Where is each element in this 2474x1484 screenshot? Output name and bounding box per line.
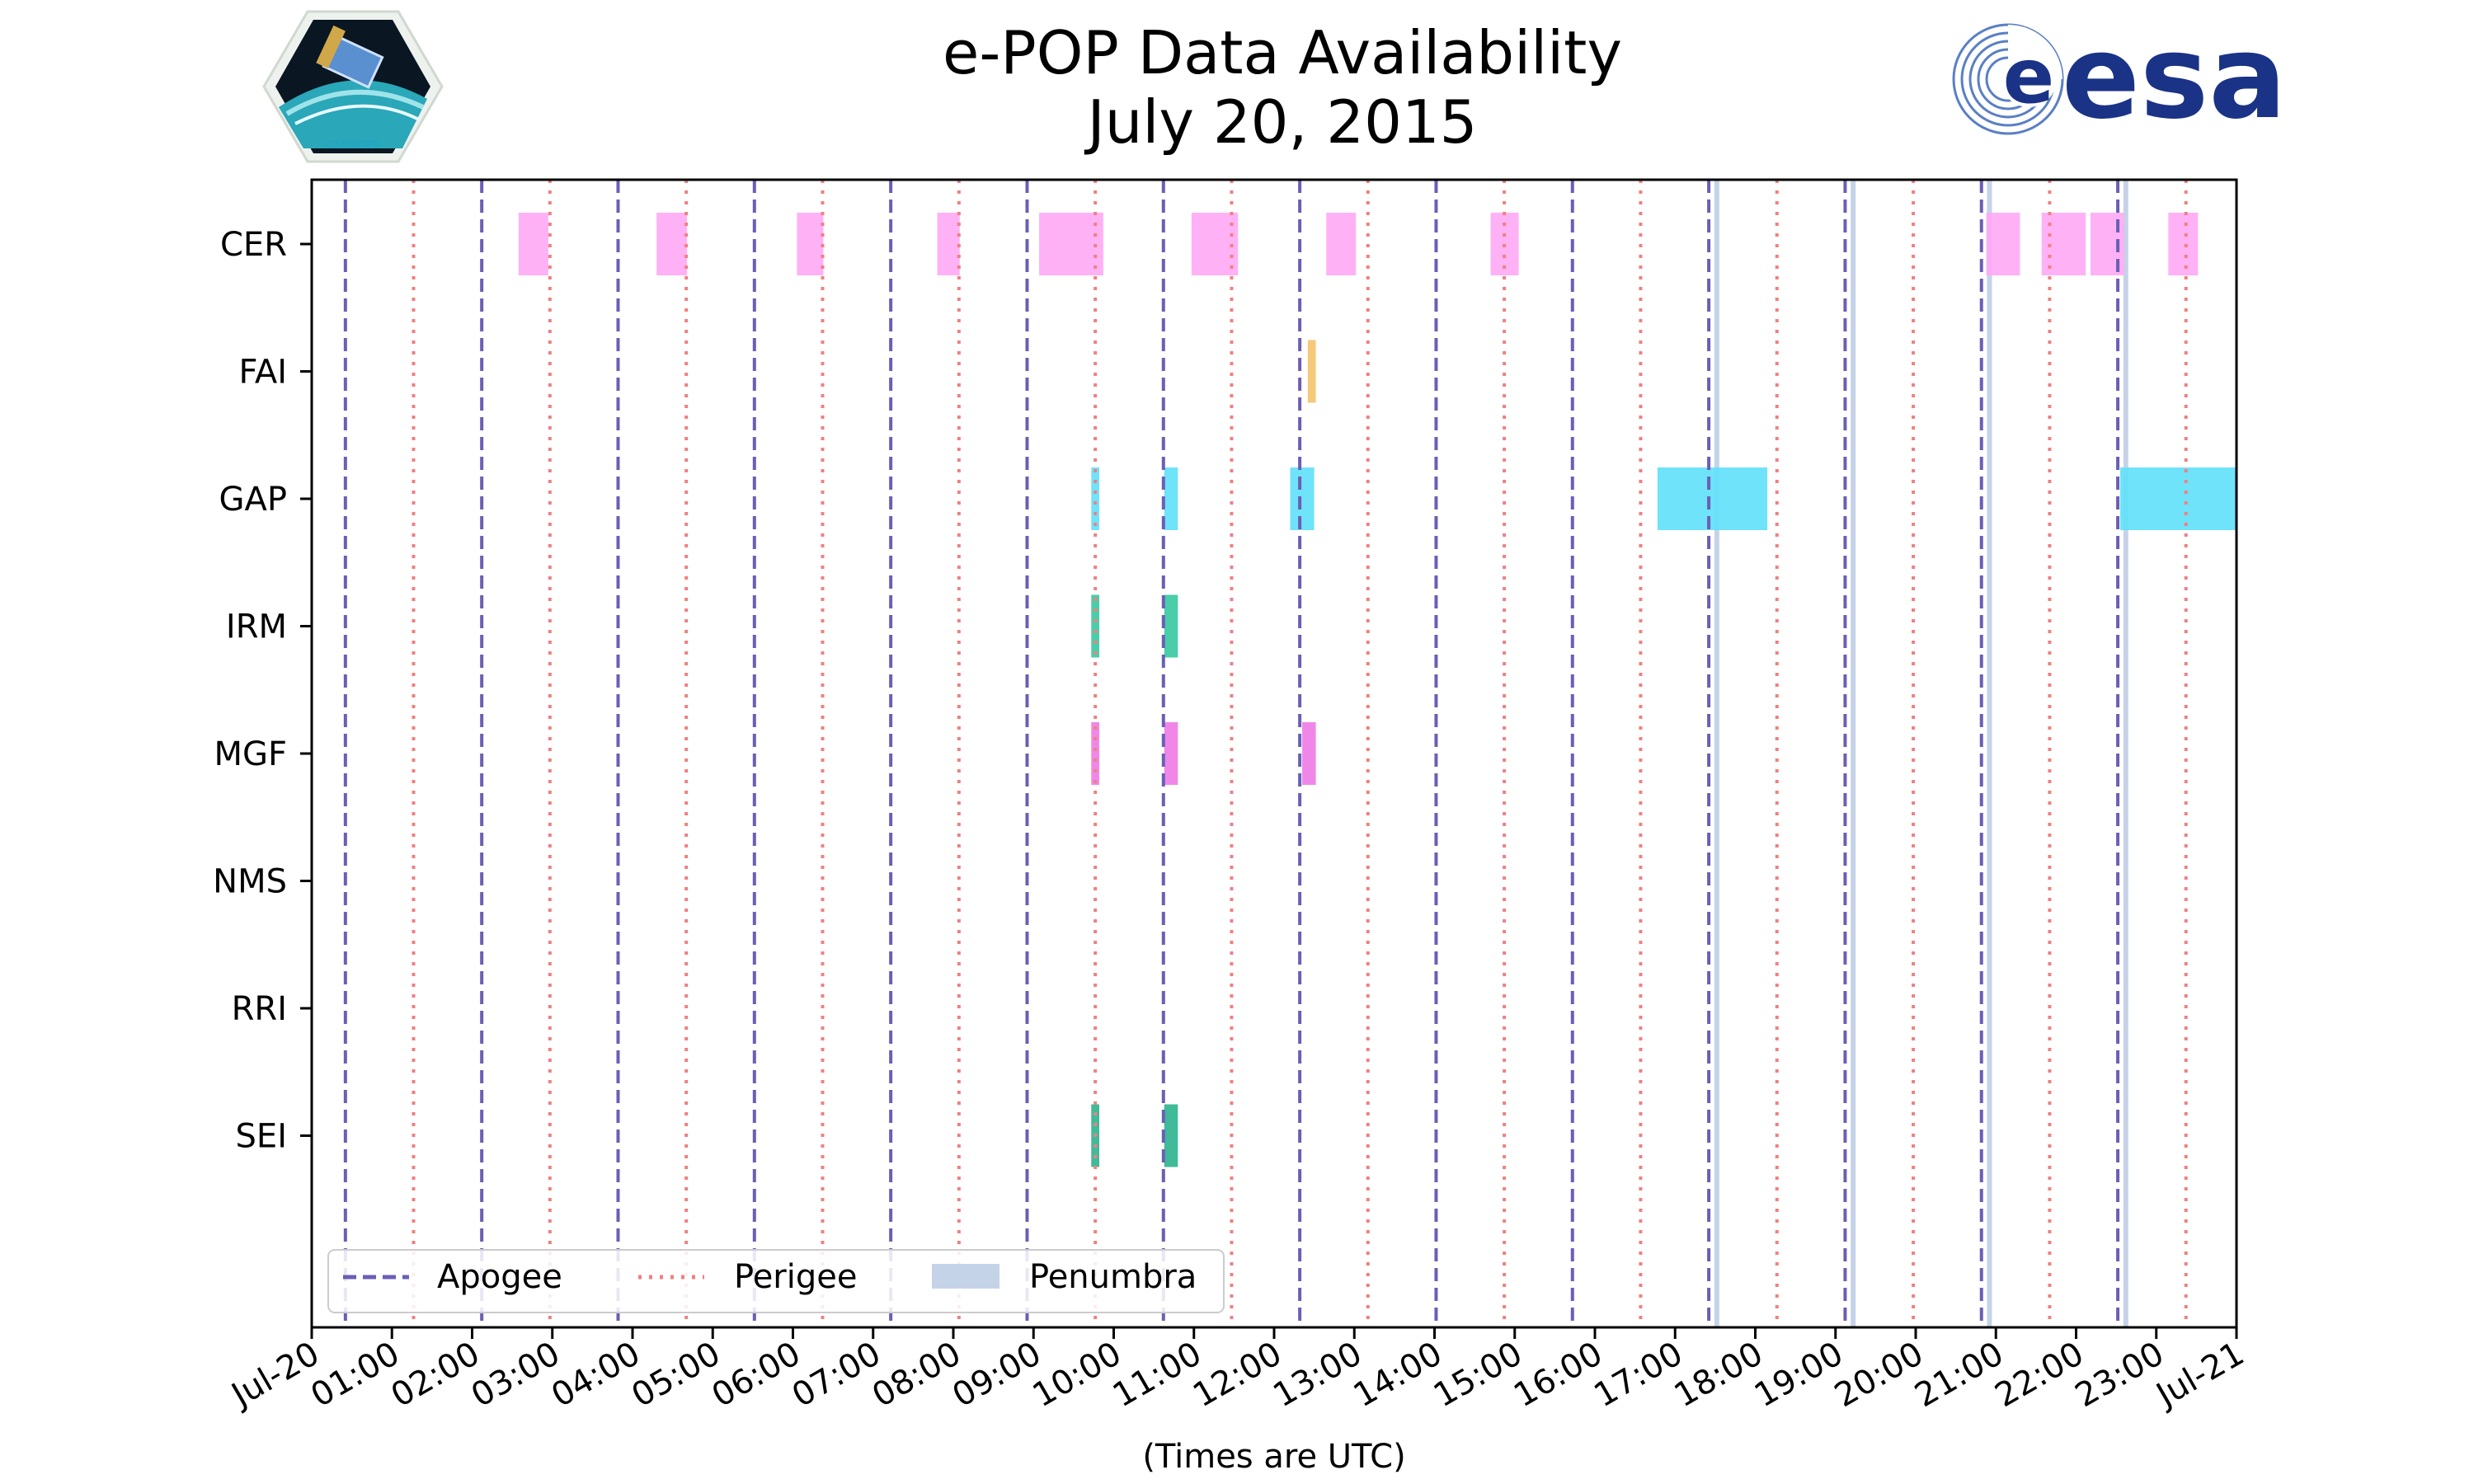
bar-CER-2 — [797, 213, 824, 275]
x-tick-label-4: 04:00 — [545, 1335, 647, 1415]
bar-MGF-2 — [1302, 722, 1316, 785]
bar-CER-8 — [2168, 213, 2199, 275]
chart-title-line2: July 20, 2015 — [1087, 87, 1478, 157]
y-tick-label-CER: CER — [220, 226, 287, 264]
x-tick-label-14: 14:00 — [1348, 1335, 1449, 1415]
bar-GAP-2 — [1290, 467, 1315, 530]
legend-box — [327, 1249, 1225, 1313]
x-tick-label-8: 08:00 — [866, 1335, 967, 1415]
y-tick-label-IRM: IRM — [226, 608, 287, 646]
penumbra-layer — [1714, 180, 2128, 1327]
bar-GAP-3 — [1657, 467, 1768, 530]
x-axis: Jul-2001:0002:0003:0004:0005:0006:0007:0… — [223, 1327, 2251, 1416]
x-tick-label-10: 10:00 — [1027, 1335, 1128, 1415]
bar-CER-4 — [1039, 213, 1103, 275]
bar-CER-0 — [518, 213, 548, 275]
bar-CER-1 — [656, 213, 688, 275]
cassiope-logo: CASSIOPE — [262, 10, 444, 163]
bar-IRM-1 — [1164, 594, 1178, 658]
x-tick-label-1: 01:00 — [304, 1335, 406, 1415]
legend-perigee-label: Perigee — [734, 1258, 857, 1296]
y-tick-label-GAP: GAP — [219, 481, 287, 519]
x-tick-label-0: Jul-20 — [223, 1335, 326, 1416]
cassiope-logo-text: CASSIOPE — [327, 139, 380, 152]
x-tick-label-24: Jul-21 — [2148, 1335, 2251, 1416]
bars-layer — [518, 213, 2236, 1167]
x-axis-label: (Times are UTC) — [1142, 1438, 1405, 1476]
y-tick-label-MGF: MGF — [214, 735, 287, 773]
x-tick-label-20: 20:00 — [1828, 1335, 1930, 1415]
x-tick-label-22: 22:00 — [1989, 1335, 2091, 1415]
bar-CER-3 — [937, 213, 960, 275]
x-tick-label-6: 06:00 — [706, 1335, 807, 1415]
bar-GAP-0 — [1091, 467, 1099, 530]
x-tick-label-5: 05:00 — [625, 1335, 727, 1415]
x-tick-label-9: 09:00 — [946, 1335, 1047, 1415]
chart-title-line1: e-POP Data Availability — [943, 18, 1622, 87]
legend-apogee-label: Apogee — [437, 1258, 562, 1296]
x-tick-label-21: 21:00 — [1908, 1335, 2010, 1415]
esa-logo-text: esa — [2062, 20, 2287, 135]
bar-CER-10 — [1986, 213, 2020, 275]
svg-text:e: e — [2003, 32, 2054, 120]
y-tick-label-RRI: RRI — [232, 990, 287, 1028]
x-tick-label-11: 11:00 — [1107, 1335, 1208, 1415]
x-tick-label-7: 07:00 — [786, 1335, 887, 1415]
bar-CER-6 — [1326, 213, 1357, 275]
penumbra-band-1 — [1851, 180, 1856, 1327]
bar-MGF-0 — [1091, 722, 1099, 785]
esa-logo: e esa — [1952, 20, 2287, 135]
penumbra-band-3 — [2123, 180, 2128, 1327]
orbit-lines-layer — [343, 180, 2188, 1327]
bar-GAP-1 — [1164, 467, 1178, 530]
y-axis: CER FAI GAP IRM MGF NMS RRI SEI — [213, 226, 312, 1156]
y-tick-label-FAI: FAI — [239, 354, 288, 392]
penumbra-band-0 — [1714, 180, 1719, 1327]
plot-frame — [310, 178, 2238, 1329]
x-tick-label-16: 16:00 — [1507, 1335, 1609, 1415]
x-tick-label-23: 23:00 — [2069, 1335, 2171, 1415]
x-tick-label-19: 19:00 — [1748, 1335, 1850, 1415]
bar-MGF-1 — [1164, 722, 1178, 785]
x-tick-label-17: 17:00 — [1587, 1335, 1689, 1415]
chart-title: e-POP Data Availability July 20, 2015 — [0, 18, 2474, 157]
x-tick-label-15: 15:00 — [1427, 1335, 1529, 1415]
legend-penumbra-swatch — [932, 1264, 999, 1289]
penumbra-band-2 — [1987, 180, 1992, 1327]
bar-IRM-0 — [1091, 594, 1099, 658]
legend-penumbra-label: Penumbra — [1029, 1258, 1197, 1296]
x-tick-label-13: 13:00 — [1267, 1335, 1368, 1415]
bar-SEI-1 — [1164, 1104, 1178, 1167]
x-tick-label-12: 12:00 — [1187, 1335, 1288, 1415]
bar-GAP-4 — [2119, 467, 2236, 530]
x-tick-label-18: 18:00 — [1668, 1335, 1770, 1415]
y-tick-label-SEI: SEI — [236, 1118, 287, 1156]
y-tick-label-NMS: NMS — [213, 863, 287, 901]
x-tick-label-3: 03:00 — [465, 1335, 567, 1415]
x-tick-label-2: 02:00 — [385, 1335, 487, 1415]
bar-FAI-0 — [1307, 340, 1316, 403]
legend: Apogee Perigee Penumbra — [327, 1249, 1225, 1313]
